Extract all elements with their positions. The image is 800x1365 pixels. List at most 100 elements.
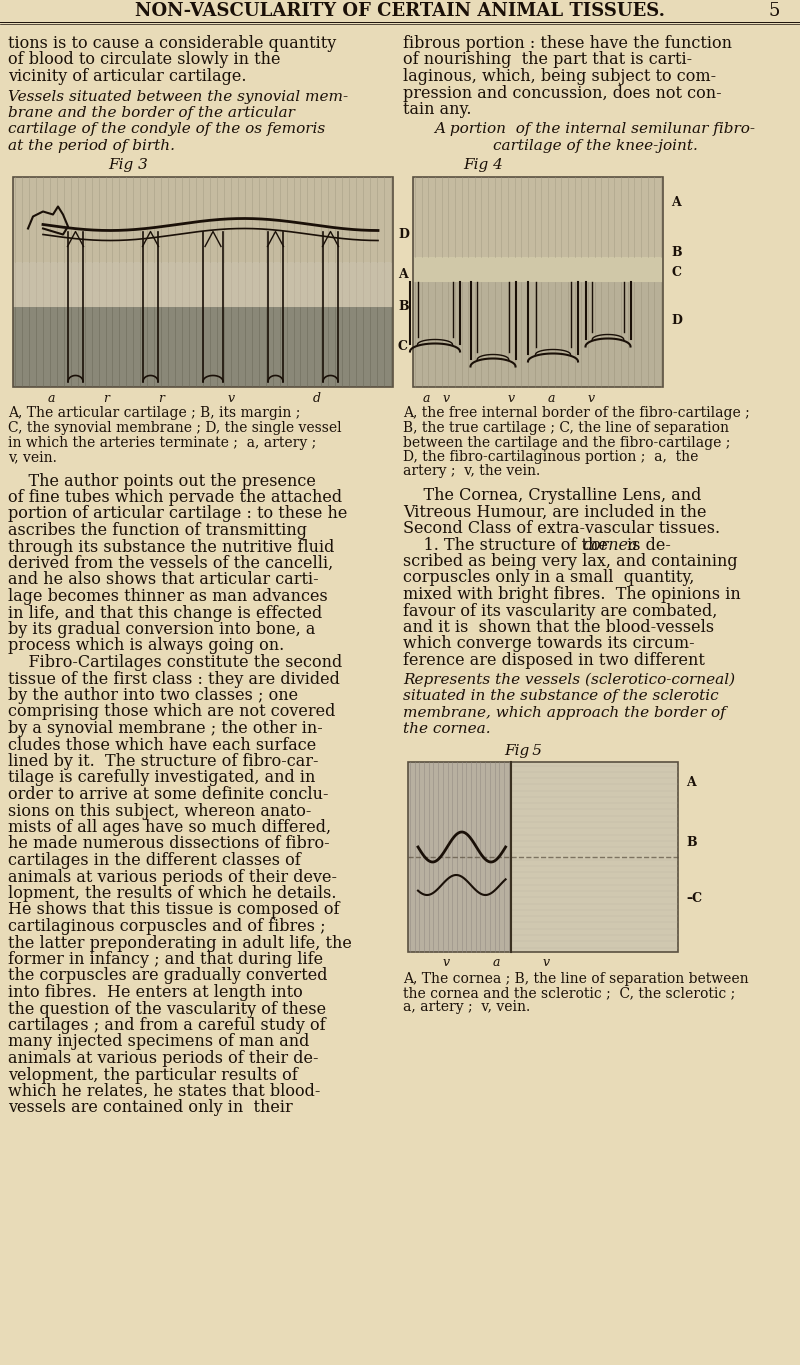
Text: of nourishing  the part that is carti-: of nourishing the part that is carti- (403, 52, 692, 68)
Text: a: a (48, 392, 55, 404)
Bar (13, 176, 393, 386)
Bar (13, 176, 393, 262)
Bar (413, 176, 663, 386)
Bar (413, 281, 663, 386)
Text: B: B (398, 299, 409, 313)
Text: d: d (313, 392, 321, 404)
Text: Represents the vessels (sclerotico-corneal): Represents the vessels (sclerotico-corne… (403, 673, 735, 687)
Text: lined by it.  The structure of fibro-car-: lined by it. The structure of fibro-car- (8, 753, 318, 770)
Bar (408, 762, 510, 951)
Text: v, vein.: v, vein. (8, 450, 57, 464)
Text: cludes those which have each surface: cludes those which have each surface (8, 737, 316, 753)
Text: and it is  shown that the blood-vessels: and it is shown that the blood-vessels (403, 618, 714, 636)
Text: tain any.: tain any. (403, 101, 471, 117)
Text: A: A (671, 197, 681, 209)
Text: v: v (508, 392, 515, 404)
Text: tilage is carefully investigated, and in: tilage is carefully investigated, and in (8, 770, 315, 786)
Text: which converge towards its circum-: which converge towards its circum- (403, 636, 694, 652)
Text: cartilages in the different classes of: cartilages in the different classes of (8, 852, 301, 870)
Text: A, The cornea ; B, the line of separation between: A, The cornea ; B, the line of separatio… (403, 972, 749, 986)
Text: portion of articular cartilage : to these he: portion of articular cartilage : to thes… (8, 505, 347, 523)
Text: comprising those which are not covered: comprising those which are not covered (8, 703, 335, 721)
Text: a: a (493, 957, 501, 969)
Text: B, the true cartilage ; C, the line of separation: B, the true cartilage ; C, the line of s… (403, 420, 729, 435)
Text: scribed as being very lax, and containing: scribed as being very lax, and containin… (403, 553, 738, 571)
Text: Fig 5: Fig 5 (504, 744, 542, 758)
Text: lage becomes thinner as man advances: lage becomes thinner as man advances (8, 588, 328, 605)
Text: r: r (158, 392, 164, 404)
Bar (413, 257, 663, 281)
Text: laginous, which, being subject to com-: laginous, which, being subject to com- (403, 68, 716, 85)
Text: lopment, the results of which he details.: lopment, the results of which he details… (8, 885, 337, 902)
Text: mists of all ages have so much differed,: mists of all ages have so much differed, (8, 819, 331, 835)
Text: former in infancy ; and that during life: former in infancy ; and that during life (8, 951, 323, 968)
Text: The author points out the presence: The author points out the presence (8, 472, 316, 490)
Text: animals at various periods of their deve-: animals at various periods of their deve… (8, 868, 337, 886)
Text: sions on this subject, whereon anato-: sions on this subject, whereon anato- (8, 803, 311, 819)
Text: of fine tubes which pervade the attached: of fine tubes which pervade the attached (8, 489, 342, 506)
Text: the latter preponderating in adult life, the: the latter preponderating in adult life,… (8, 935, 352, 951)
Text: ascribes the function of transmitting: ascribes the function of transmitting (8, 521, 307, 539)
Text: in which the arteries terminate ;  a, artery ;: in which the arteries terminate ; a, art… (8, 435, 316, 449)
Text: D, the fibro-cartilaginous portion ;  a,  the: D, the fibro-cartilaginous portion ; a, … (403, 450, 698, 464)
Text: fibrous portion : these have the function: fibrous portion : these have the functio… (403, 35, 732, 52)
Text: a: a (548, 392, 555, 404)
Text: the question of the vascularity of these: the question of the vascularity of these (8, 1001, 326, 1017)
Text: between the cartilage and the fibro-cartilage ;: between the cartilage and the fibro-cart… (403, 435, 730, 449)
Text: A, the free internal border of the fibro-cartilage ;: A, the free internal border of the fibro… (403, 407, 750, 420)
Text: which he relates, he states that blood-: which he relates, he states that blood- (8, 1082, 320, 1100)
Text: mixed with bright fibres.  The opinions in: mixed with bright fibres. The opinions i… (403, 586, 741, 603)
Text: v: v (588, 392, 595, 404)
Text: velopment, the particular results of: velopment, the particular results of (8, 1066, 298, 1084)
Text: Vitreous Humour, are included in the: Vitreous Humour, are included in the (403, 504, 706, 520)
Text: 5: 5 (769, 1, 780, 20)
Text: D: D (398, 228, 409, 242)
Text: at the period of birth.: at the period of birth. (8, 139, 175, 153)
Text: C: C (398, 340, 408, 352)
Text: A: A (686, 777, 696, 789)
Text: by its gradual conversion into bone, a: by its gradual conversion into bone, a (8, 621, 315, 637)
Text: pression and concussion, does not con-: pression and concussion, does not con- (403, 85, 722, 101)
Text: The Cornea, Crystalline Lens, and: The Cornea, Crystalline Lens, and (403, 487, 702, 504)
Text: membrane, which approach the border of: membrane, which approach the border of (403, 706, 726, 719)
Text: the cornea.: the cornea. (403, 722, 490, 736)
Text: 1. The structure of the: 1. The structure of the (403, 536, 613, 553)
Text: a, artery ;  v, vein.: a, artery ; v, vein. (403, 1001, 530, 1014)
Text: and he also shows that articular carti-: and he also shows that articular carti- (8, 572, 318, 588)
Text: A: A (398, 269, 408, 281)
Text: cartilage of the condyle of the os femoris: cartilage of the condyle of the os femor… (8, 123, 326, 136)
Text: a: a (423, 392, 430, 404)
Text: in life, and that this change is effected: in life, and that this change is effecte… (8, 605, 322, 621)
Text: process which is always going on.: process which is always going on. (8, 637, 284, 654)
Text: –C: –C (686, 891, 702, 905)
Text: v: v (228, 392, 235, 404)
Text: cornea: cornea (582, 536, 638, 553)
Text: tions is to cause a considerable quantity: tions is to cause a considerable quantit… (8, 35, 336, 52)
Text: order to arrive at some definite conclu-: order to arrive at some definite conclu- (8, 786, 329, 803)
Text: into fibres.  He enters at length into: into fibres. He enters at length into (8, 984, 302, 1001)
Text: ference are disposed in two different: ference are disposed in two different (403, 652, 705, 669)
Text: Fig 3: Fig 3 (108, 158, 148, 172)
Text: artery ;  v, the vein.: artery ; v, the vein. (403, 464, 540, 479)
Bar (510, 762, 678, 951)
Text: of blood to circulate slowly in the: of blood to circulate slowly in the (8, 52, 281, 68)
Text: by the author into two classes ; one: by the author into two classes ; one (8, 687, 298, 704)
Text: animals at various periods of their de-: animals at various periods of their de- (8, 1050, 318, 1067)
Text: He shows that this tissue is composed of: He shows that this tissue is composed of (8, 901, 339, 919)
Text: Fibro-Cartilages constitute the second: Fibro-Cartilages constitute the second (8, 654, 342, 672)
Bar (413, 176, 663, 257)
Bar (13, 307, 393, 386)
Text: the cornea and the sclerotic ;  C, the sclerotic ;: the cornea and the sclerotic ; C, the sc… (403, 986, 735, 1001)
Text: he made numerous dissections of fibro-: he made numerous dissections of fibro- (8, 835, 330, 853)
Text: many injected specimens of man and: many injected specimens of man and (8, 1033, 310, 1051)
Text: Vessels situated between the synovial mem-: Vessels situated between the synovial me… (8, 90, 348, 104)
Text: v: v (543, 957, 550, 969)
Text: brane and the border of the articular: brane and the border of the articular (8, 106, 295, 120)
Text: corpuscles only in a small  quantity,: corpuscles only in a small quantity, (403, 569, 694, 587)
Text: D: D (671, 314, 682, 328)
Text: C, the synovial membrane ; D, the single vessel: C, the synovial membrane ; D, the single… (8, 420, 342, 435)
Text: Fig 4: Fig 4 (463, 158, 503, 172)
Text: favour of its vascularity are combated,: favour of its vascularity are combated, (403, 602, 718, 620)
Text: A, The articular cartilage ; B, its margin ;: A, The articular cartilage ; B, its marg… (8, 407, 300, 420)
Text: through its substance the nutritive fluid: through its substance the nutritive flui… (8, 539, 334, 556)
